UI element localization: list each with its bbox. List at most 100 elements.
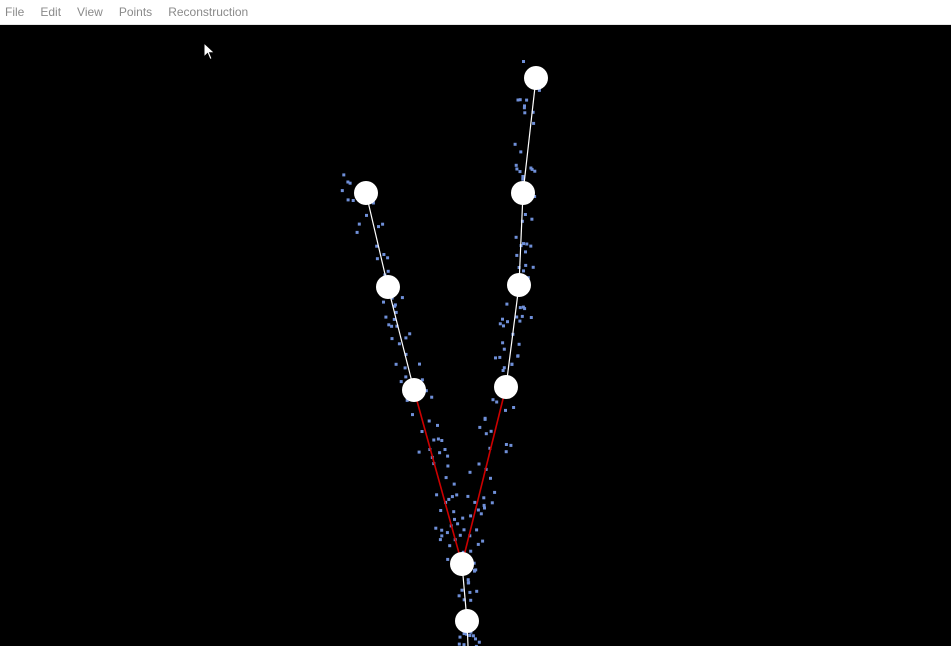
cloud-point [515,315,519,319]
cloud-point [474,637,477,641]
cloud-point [529,166,533,170]
skeleton-nodes[interactable] [354,66,548,633]
cloud-point [501,341,505,345]
cloud-point [469,514,473,518]
cloud-point [515,167,519,171]
cloud-point [489,429,493,433]
cloud-point [448,544,452,548]
cloud-point [466,578,470,582]
cloud-point [522,269,525,273]
cloud-point [458,635,462,639]
cloud-point [390,324,394,328]
menu-view[interactable]: View [77,4,103,19]
cloud-point [498,355,502,359]
cloud-point [525,98,529,102]
cloud-point [393,303,397,307]
cloud-point [509,443,513,447]
cloud-point [404,352,408,356]
skeleton-node[interactable] [376,275,400,299]
cloud-point [514,235,518,239]
cloud-point [386,269,390,273]
cloud-point [382,300,385,304]
skeleton-edge [365,192,389,288]
cloud-point [446,464,450,468]
cloud-point [365,213,368,217]
skeleton-node[interactable] [511,181,535,205]
cloud-point [474,644,478,646]
cloud-point [466,494,470,498]
cloud-point [522,242,525,246]
skeleton-edge [505,284,520,388]
menu-reconstruction[interactable]: Reconstruction [168,4,249,19]
cloud-point [521,175,525,178]
skeleton-node[interactable] [455,609,479,633]
cloud-point [523,213,527,216]
cloud-point [477,462,481,466]
cloud-point [355,230,359,234]
cloud-point [447,497,451,501]
cloud-point [475,589,479,593]
skeleton-node[interactable] [494,375,518,399]
cloud-point [435,493,439,497]
cloud-point [516,98,520,102]
menu-bar: File Edit View Points Reconstruction [0,0,951,25]
skeleton-node[interactable] [450,552,474,576]
cloud-point [531,265,535,269]
cloud-point [517,266,521,269]
cloud-point [465,632,469,636]
cloud-point [537,88,541,92]
cloud-point [490,501,494,505]
highlighted-edge [461,386,507,565]
cloud-point [462,528,466,532]
cloud-point [420,430,424,433]
menu-edit[interactable]: Edit [40,4,62,19]
cloud-point [494,356,497,360]
skeleton-node[interactable] [507,273,531,297]
cloud-point [468,634,472,637]
cloud-point [504,443,508,446]
menu-file[interactable]: File [5,4,25,19]
cloud-point [394,362,398,366]
cloud-point [523,104,526,108]
cloud-point [340,189,344,193]
skeleton-node[interactable] [524,66,548,90]
cloud-point [446,557,450,561]
cloud-point [381,222,385,226]
cloud-point [400,296,404,300]
cloud-point [375,244,379,248]
cloud-point [476,508,480,512]
cloud-point [519,150,523,154]
cloud-point [473,569,476,573]
cloud-point [514,163,518,167]
cloud-point [408,332,412,336]
menu-points[interactable]: Points [118,4,153,19]
cloud-point [495,400,499,404]
cloud-point [450,495,454,499]
cloud-point [453,517,456,521]
cloud-point [440,528,444,532]
cloud-point [357,222,361,226]
cloud-point [502,366,506,370]
cloud-point [460,588,464,592]
cloud-point [384,315,388,319]
cloud-point [482,503,486,507]
cloud-point [351,199,355,202]
skeleton-node[interactable] [354,181,378,205]
cloud-point [523,111,527,115]
skeleton-scene[interactable] [0,25,951,646]
cloud-point [479,512,483,516]
cloud-point [518,319,522,323]
cloud-point [475,528,479,532]
cloud-point [469,598,473,602]
cloud-point [411,413,414,417]
cloud-point [377,225,380,229]
cloud-point [444,476,448,480]
cloud-point [513,142,517,146]
cloud-point [387,323,391,327]
cloud-point [436,423,439,427]
cloud-point [504,408,507,412]
skeleton-node[interactable] [402,378,426,402]
cloud-point [452,482,456,486]
3d-viewport[interactable] [0,25,951,646]
cloud-point [399,380,403,384]
